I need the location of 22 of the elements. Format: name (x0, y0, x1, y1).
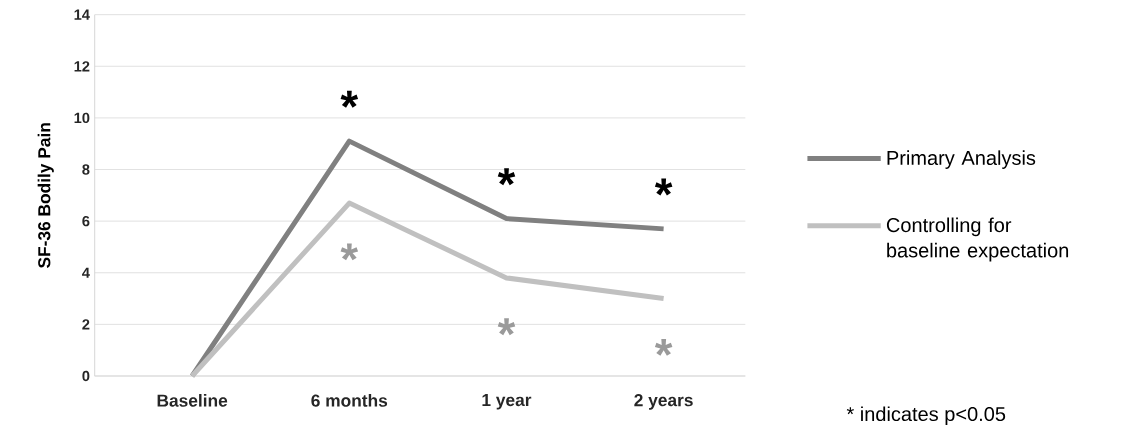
y-tick-label: 10 (74, 112, 90, 124)
y-tick-label: 8 (82, 164, 90, 175)
annotation: * (654, 339, 673, 356)
annotation: * (497, 318, 516, 336)
annotation: * (340, 243, 359, 261)
annotation: * (654, 178, 673, 196)
y-tick-label: 14 (74, 9, 90, 20)
x-tick-label: 6 months (311, 394, 388, 407)
x-tick-label: Baseline (157, 394, 228, 407)
y-tick-label: 2 (82, 319, 90, 330)
y-tick-label: 12 (74, 61, 90, 72)
legend-label: Controlling for baseline expectation (886, 217, 1069, 262)
y-tick-label: 6 (82, 216, 90, 227)
x-tick-label: 2 years (634, 394, 693, 410)
x-tick-label: 1 year (482, 394, 532, 410)
y-axis-title: SF-36 Bodily Pain (37, 123, 54, 269)
legend-label: Primary Analysis (887, 150, 1036, 170)
annotation: * (340, 91, 359, 108)
y-tick-label: 4 (82, 267, 90, 278)
y-tick-label: 0 (82, 370, 90, 382)
annotation: * (497, 168, 516, 186)
text: * indicates p<0.05 (846, 406, 1006, 426)
